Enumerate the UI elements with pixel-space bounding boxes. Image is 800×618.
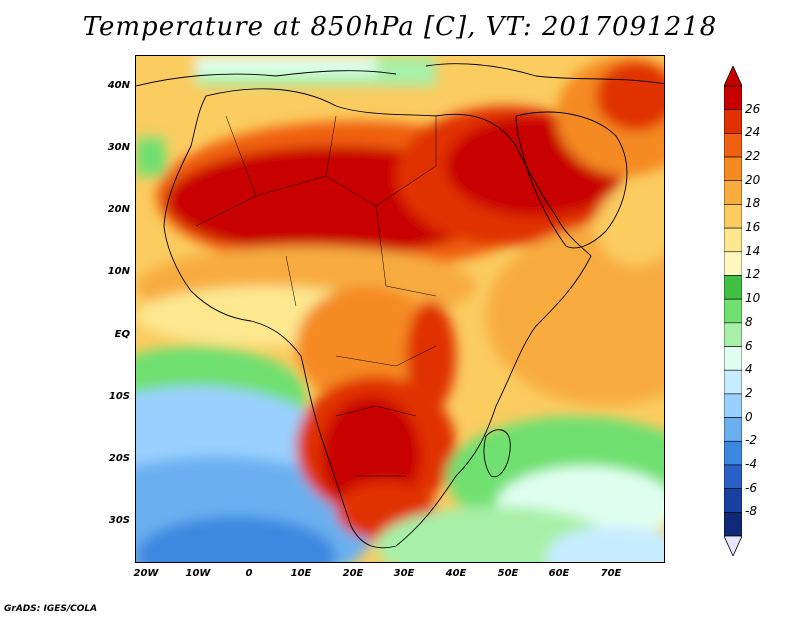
colorbar-swatch (724, 109, 742, 134)
colorbar (724, 66, 742, 556)
colorbar-swatch (724, 180, 742, 205)
chart-title: Temperature at 850hPa [C], VT: 201709121… (82, 12, 718, 42)
colorbar-tick-label: 12 (745, 267, 761, 282)
x-tick-label: 60E (548, 568, 570, 579)
colorbar-swatch (724, 251, 742, 276)
colorbar-swatch (724, 440, 742, 466)
colorbar-tick-label: 26 (745, 101, 761, 116)
colorbar-swatch (724, 346, 742, 371)
x-tick-label: 30E (393, 568, 415, 579)
colorbar-tick-label: 2 (745, 385, 753, 400)
colorbar-swatches (724, 66, 742, 556)
colorbar-tick-label: 10 (745, 291, 761, 306)
y-tick-label: 30N (107, 142, 130, 153)
colorbar-swatch (724, 393, 742, 418)
colorbar-over-triangle (724, 66, 742, 87)
colorbar-tick-label: -4 (745, 456, 757, 471)
temperature-field (136, 56, 664, 562)
colorbar-swatch (724, 85, 742, 110)
colorbar-tick-label: -8 (745, 504, 757, 519)
colorbar-swatch (724, 156, 742, 182)
x-tick-label: 50E (497, 568, 519, 579)
credit-text: GrADS: IGES/COLA (4, 604, 98, 614)
y-tick-label: 20S (108, 453, 130, 464)
colorbar-tick-label: 20 (745, 172, 761, 187)
y-tick-label: 10S (108, 391, 130, 402)
colorbar-swatch (724, 512, 742, 537)
y-tick-label: 20N (107, 204, 130, 215)
map-canvas (136, 56, 664, 562)
colorbar-under-triangle (724, 535, 742, 556)
colorbar-tick-label: 6 (745, 338, 753, 353)
colorbar-tick-label: 24 (745, 125, 761, 140)
colorbar-tick-label: 22 (745, 149, 761, 164)
temperature-map (135, 55, 665, 563)
colorbar-tick-label: 16 (745, 220, 761, 235)
y-tick-label: 10N (107, 266, 130, 277)
x-tick-label: 10E (290, 568, 312, 579)
colorbar-tick-label: -2 (745, 433, 757, 448)
colorbar-tick-label: 14 (745, 243, 761, 258)
colorbar-tick-label: 18 (745, 196, 761, 211)
y-tick-label: 30S (108, 515, 130, 526)
x-tick-label: 0 (245, 568, 253, 579)
colorbar-swatch (724, 464, 742, 489)
x-tick-label: 70E (600, 568, 622, 579)
x-tick-label: 40E (445, 568, 467, 579)
y-tick-label: 40N (107, 80, 130, 91)
x-tick-label: 20W (133, 568, 159, 579)
colorbar-tick-label: 8 (745, 314, 753, 329)
colorbar-swatch (724, 417, 742, 442)
colorbar-swatch (724, 133, 742, 158)
colorbar-swatch (724, 275, 742, 300)
country-borders (195, 115, 437, 477)
colorbar-swatch (724, 204, 742, 229)
colorbar-swatch (724, 369, 742, 395)
colorbar-tick-label: 4 (745, 362, 753, 377)
colorbar-tick-label: -6 (745, 480, 757, 495)
colorbar-tick-label: 0 (745, 409, 753, 424)
colorbar-swatch (724, 298, 742, 324)
y-tick-label: EQ (114, 329, 130, 340)
x-tick-label: 10W (185, 568, 211, 579)
colorbar-swatch (724, 322, 742, 347)
x-tick-label: 20E (342, 568, 364, 579)
colorbar-swatch (724, 488, 742, 513)
coastlines (136, 63, 664, 549)
colorbar-swatch (724, 227, 742, 253)
